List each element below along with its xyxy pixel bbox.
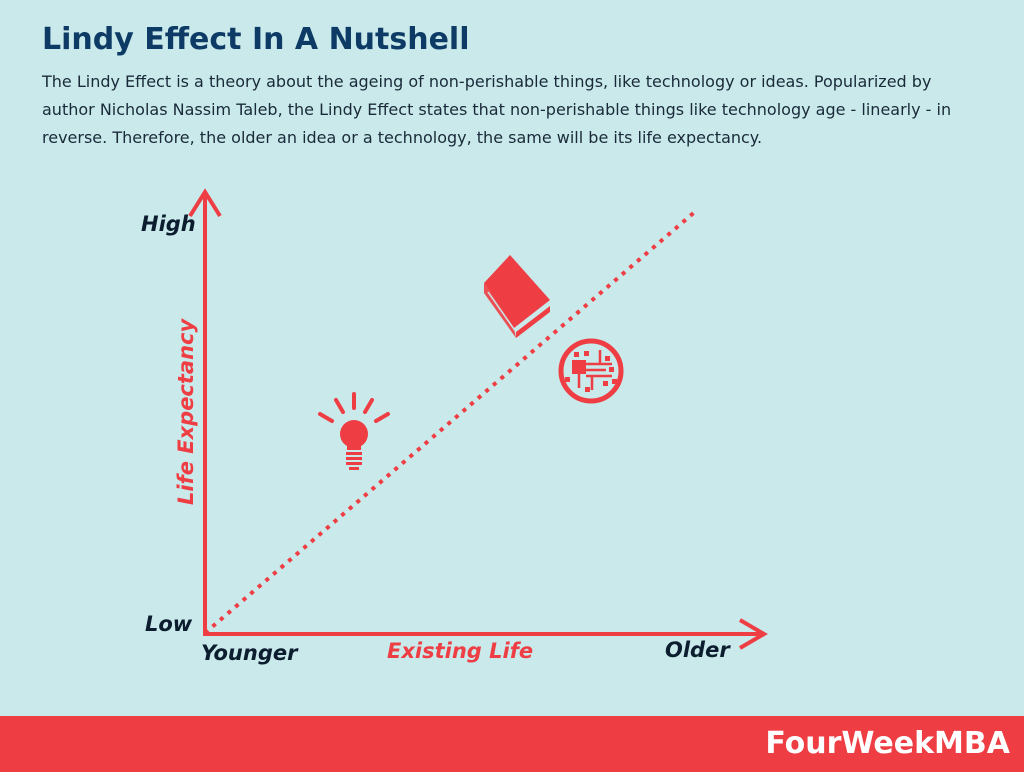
- book-icon: [484, 255, 551, 338]
- circuit-icon: [558, 338, 624, 404]
- x-axis-arrowhead: [738, 618, 768, 650]
- x-axis-title: Existing Life: [387, 639, 533, 663]
- y-low-label: Low: [145, 612, 193, 636]
- lightbulb-icon: [318, 392, 390, 470]
- brand-logo-text[interactable]: FourWeekMBA: [765, 726, 1010, 761]
- lindy-effect-diagram: High Low Life Expectancy Younger Existin…: [141, 188, 768, 665]
- x-end-label: Older: [665, 638, 731, 662]
- y-high-label: High: [141, 212, 196, 236]
- footer-bar: FourWeekMBA: [0, 716, 1024, 772]
- trend-line: [203, 208, 699, 635]
- page-description: The Lindy Effect is a theory about the a…: [42, 72, 952, 147]
- y-axis-arrowhead: [188, 188, 222, 218]
- y-axis-title: Life Expectancy: [174, 318, 198, 505]
- x-start-label: Younger: [201, 641, 299, 665]
- page-title: Lindy Effect In A Nutshell: [42, 22, 470, 57]
